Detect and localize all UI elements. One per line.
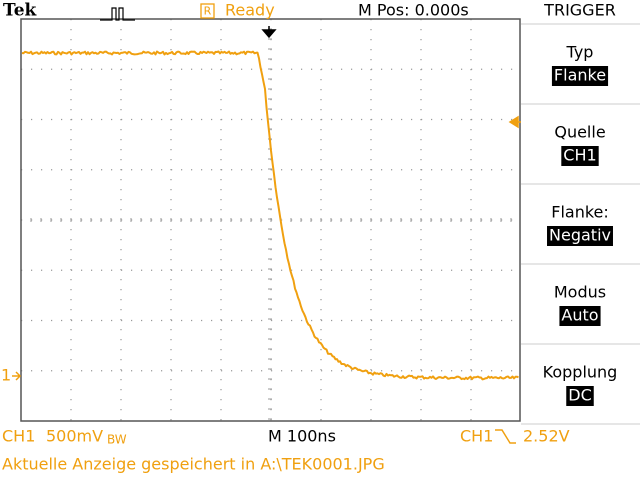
menu-label: Kopplung	[543, 363, 618, 382]
timebase: M 100ns	[268, 427, 336, 446]
menu-value-box	[547, 226, 613, 246]
channel-marker: 1	[1, 366, 11, 385]
channel: CH1	[2, 427, 35, 446]
brand: Tek	[3, 1, 38, 21]
trigger-level: 2.52V	[523, 427, 570, 446]
trigger-source: CH1	[460, 427, 493, 446]
bandwidth-limit: BW	[107, 433, 127, 447]
menu-value: Flanke	[554, 66, 606, 85]
menu-value: Negativ	[549, 226, 611, 245]
menu-label: Quelle	[554, 123, 605, 142]
graticule-border	[20, 18, 521, 422]
status: Ready	[225, 1, 275, 20]
menu-title: TRIGGER	[543, 1, 616, 20]
menu-value: DC	[568, 386, 592, 405]
side-menu: Typ Flanke Quelle CH1 Flanke: Negativ Modus Aut…	[521, 23, 640, 425]
trigger-slope-icon	[495, 429, 516, 444]
menu-value-box	[551, 66, 609, 86]
trigger-position-marker	[261, 26, 277, 39]
status-icon-box	[200, 3, 215, 19]
menu-value-box	[559, 306, 601, 326]
trigger-level-marker	[508, 115, 521, 129]
acq-icon	[100, 7, 135, 21]
menu-label: Typ	[566, 43, 594, 62]
menu-label: Modus	[554, 283, 606, 302]
menu-label: Flanke:	[551, 203, 609, 222]
volts-per-div: 500mV	[46, 427, 103, 446]
waveform	[21, 50, 519, 381]
graticule	[20, 18, 520, 421]
menu-value: Auto	[561, 306, 598, 325]
menu-value-box	[561, 146, 599, 166]
menu-value: CH1	[563, 146, 596, 165]
status-message: Aktuelle Anzeige gespeichert in A:\TEK00…	[2, 455, 385, 474]
status-icon: R	[204, 5, 212, 18]
menu-value-box	[566, 386, 594, 406]
channel-marker-arrow	[12, 371, 22, 381]
position: M Pos: 0.000s	[358, 1, 469, 20]
